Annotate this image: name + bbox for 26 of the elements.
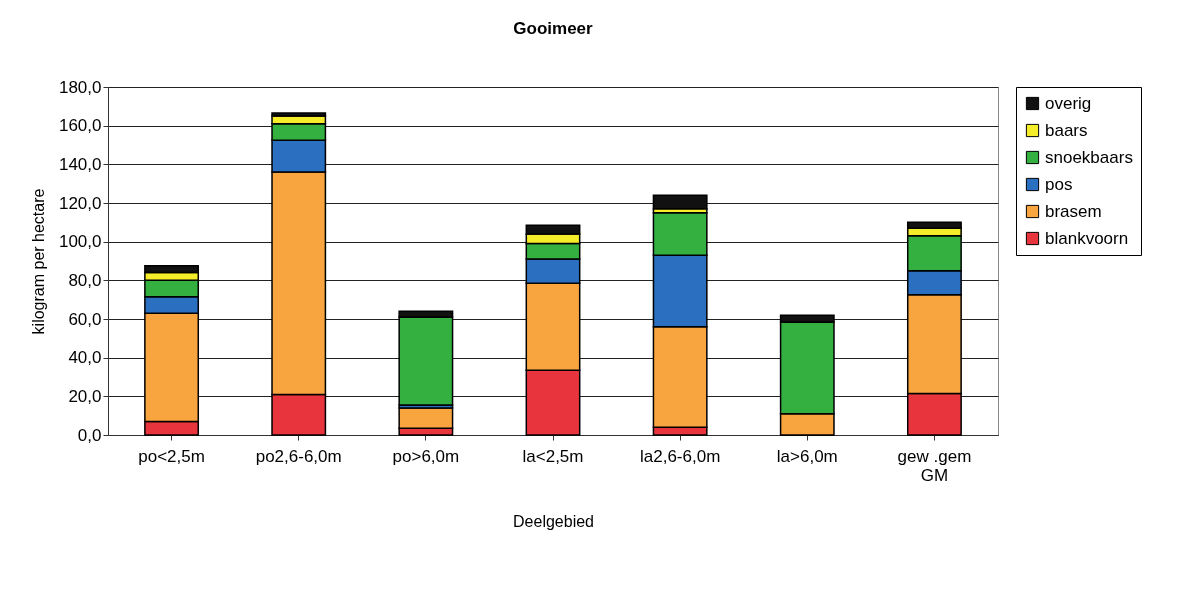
y-tick-label: 100,0 — [58, 232, 102, 252]
x-tick-label: po<2,5m — [138, 446, 205, 466]
x-tick-label: po>6,0m — [392, 446, 460, 466]
legend-label: pos — [1045, 174, 1073, 194]
x-tick-label: po2,6-6,0m — [255, 446, 342, 466]
legend-label: overig — [1045, 93, 1092, 113]
legend-label: blankvoorn — [1045, 228, 1129, 248]
y-tick-label: 160,0 — [58, 116, 102, 136]
y-tick-label: 20,0 — [68, 386, 102, 406]
y-tick-label: 60,0 — [68, 309, 102, 329]
y-tick-label: 40,0 — [68, 348, 102, 368]
x-tick-label: gew .gem GM — [897, 446, 972, 485]
y-tick-label: 80,0 — [68, 270, 102, 290]
y-axis-title: kilogram per hectare — [29, 188, 47, 335]
x-axis-title: Deelgebied — [513, 512, 594, 530]
y-tick-label: 0,0 — [77, 425, 102, 445]
legend-label: baars — [1045, 120, 1088, 140]
chart-title: Gooimeer — [513, 19, 594, 38]
legend-label: snoekbaars — [1045, 147, 1133, 167]
x-tick-label: la>6,0m — [776, 446, 838, 466]
x-tick-label: la2,6-6,0m — [639, 446, 721, 466]
y-tick-label: 140,0 — [58, 154, 102, 174]
y-tick-label: 120,0 — [58, 193, 102, 213]
legend-label: brasem — [1045, 201, 1102, 221]
x-tick-label: la<2,5m — [522, 446, 584, 466]
y-tick-label: 180,0 — [58, 77, 102, 97]
